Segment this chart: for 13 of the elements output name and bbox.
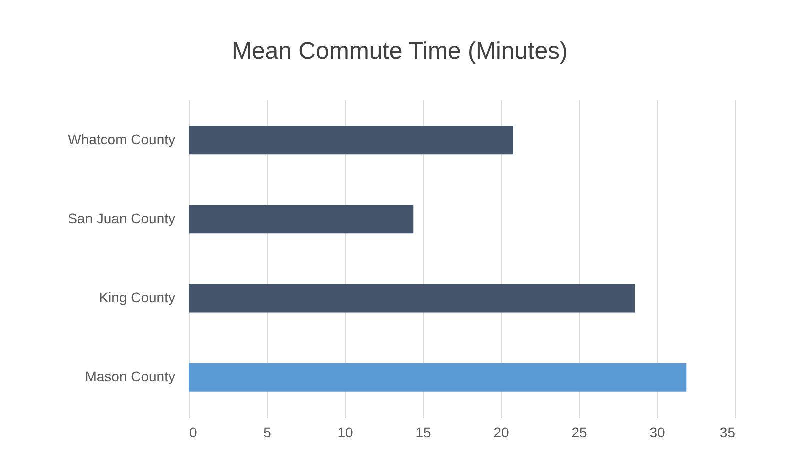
y-tick-label: King County bbox=[99, 290, 176, 306]
x-tick-label: 20 bbox=[494, 424, 510, 440]
y-tick-label: Whatcom County bbox=[68, 131, 176, 148]
x-tick-label: 5 bbox=[264, 424, 272, 440]
x-tick-label: 35 bbox=[720, 424, 736, 440]
x-tick-label: 15 bbox=[416, 424, 432, 440]
x-tick-label: 30 bbox=[650, 424, 666, 440]
x-tick-label: 25 bbox=[572, 424, 588, 440]
chart-title: Mean Commute Time (Minutes) bbox=[232, 38, 568, 65]
y-tick-label: San Juan County bbox=[68, 210, 176, 226]
y-tick-label: Mason County bbox=[85, 368, 176, 385]
x-tick-label: 0 bbox=[190, 424, 198, 440]
x-tick-label: 10 bbox=[338, 424, 354, 440]
